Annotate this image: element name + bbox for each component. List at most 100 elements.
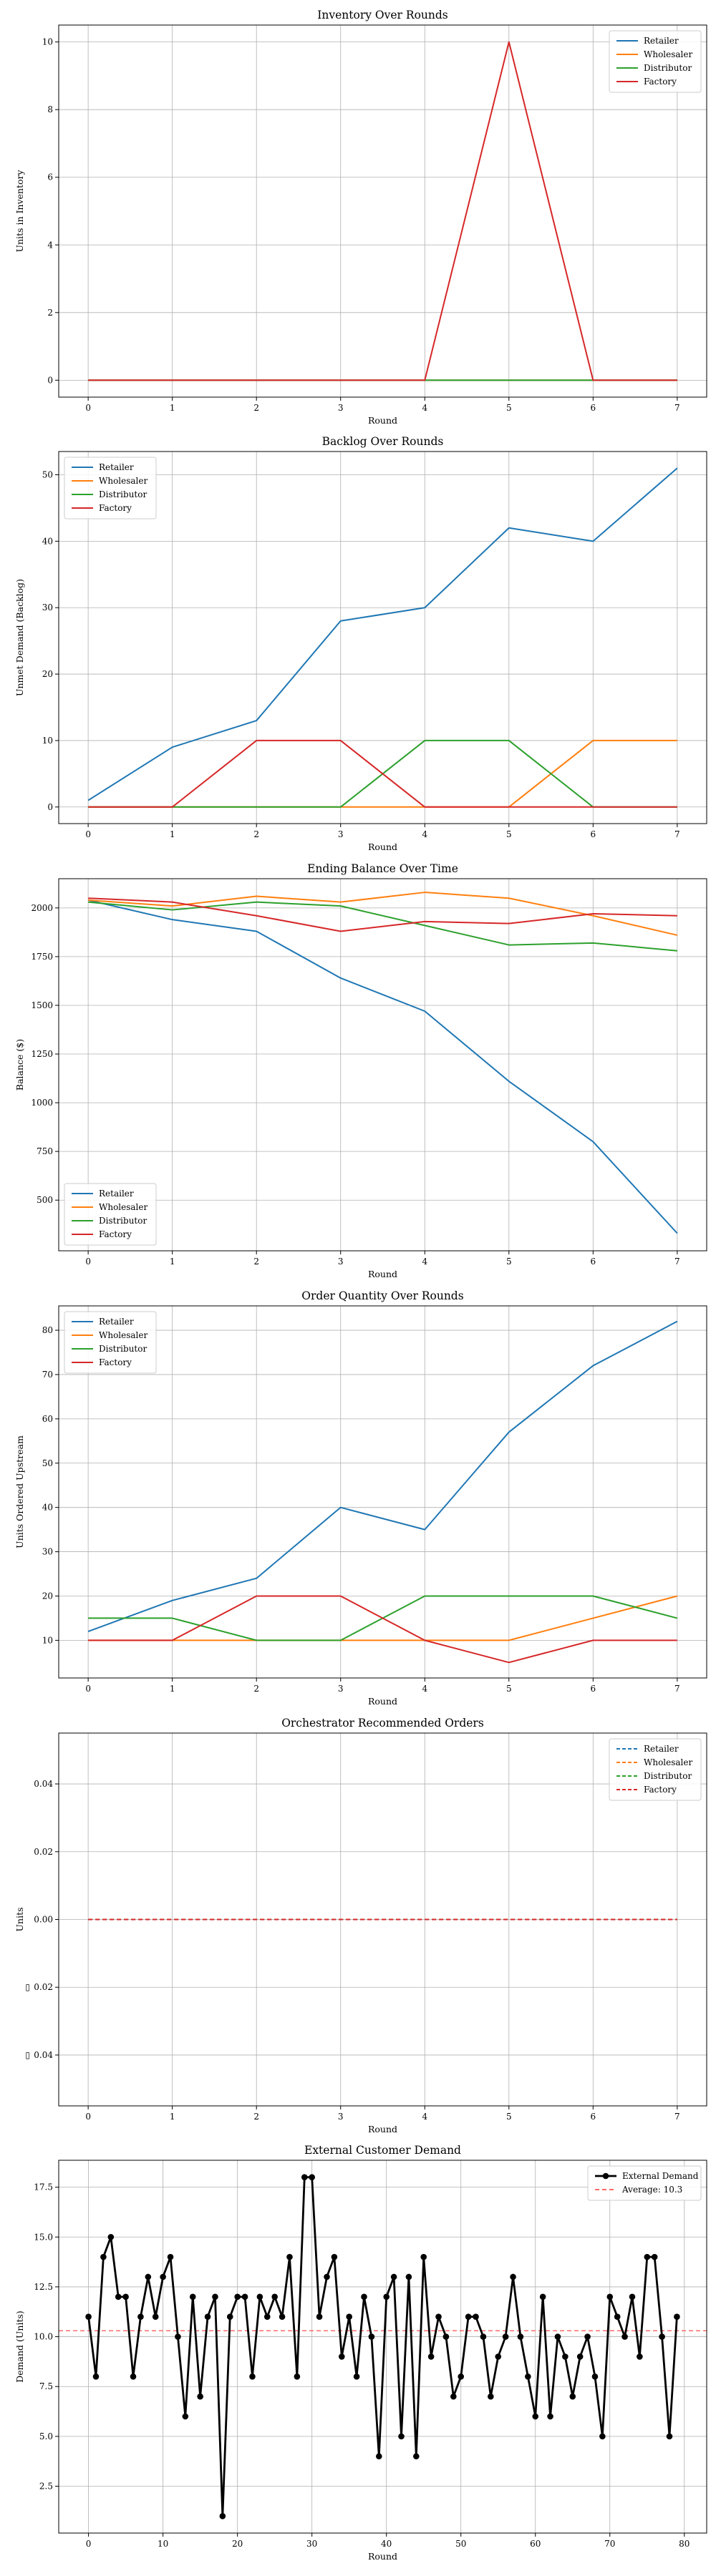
chart-4: 0 1 2 3 4 5 6 7 0.04 ▯ 0.02 ▯ 0.00 0.02 0.04 Orchestrat… [14,1717,707,2135]
data-point [122,2293,129,2301]
y-tick-label: 2000 [31,903,53,913]
data-point [182,2413,189,2420]
axes-frame [58,1305,707,1679]
series-line-retailer [87,467,678,801]
data-point [637,2353,643,2360]
x-tick-label: 2 [253,1257,259,1267]
data-point [353,2373,360,2380]
data-point [651,2253,658,2260]
x-tick-label: 3 [338,1684,344,1694]
y-tick-label: 0 [47,375,53,385]
legend-label: Wholesaler [99,1202,147,1212]
data-point [152,2313,159,2321]
data-point [189,2293,196,2301]
legend-box [64,1311,157,1374]
legend: External Demand Average: 10.3 [587,2165,702,2201]
data-point [674,2313,680,2321]
data-point [85,2313,92,2321]
x-tick-label: 3 [338,403,344,413]
chart-3: 0 1 2 3 4 5 6 7 10 20 30 40 50 60 70 80 Order Quantity O… [14,1289,707,1707]
data-point [450,2393,457,2400]
axes-frame [58,451,707,824]
y-tick-label: 2.5 [39,2482,53,2492]
y-tick-label: 50 [42,470,53,480]
data-point [435,2313,442,2321]
y-axis-label: Balance ($) [14,1039,25,1091]
legend-label: Retailer [99,1189,134,1199]
legend-label: Wholesaler [644,1757,692,1767]
x-tick-label: 5 [506,829,512,839]
data-point [331,2253,338,2260]
y-tick-label: 17.5 [34,2182,53,2192]
data-point [480,2333,487,2340]
y-tick-label: 1000 [31,1098,53,1108]
data-point [271,2293,278,2301]
data-point [204,2313,211,2321]
data-point [316,2313,323,2321]
y-tick-label: 0 [47,802,53,812]
series-line-external-demand [87,2176,678,2517]
legend-label: Factory [644,1785,677,1795]
legend-label: Distributor [99,489,147,499]
chart-title: External Customer Demand [304,2144,461,2157]
x-tick-label: 7 [674,2112,680,2122]
data-point [361,2293,367,2301]
y-tick-label: 4 [47,240,53,250]
data-point [249,2373,256,2380]
x-tick-label: 10 [158,2539,168,2549]
data-point [234,2293,241,2301]
data-point [591,2373,599,2380]
y-tick-label: 10 [42,1635,53,1645]
legend: Retailer Wholesaler Distributor Factory [64,1183,157,1246]
x-tick-label: 7 [674,1684,680,1694]
data-point [286,2253,293,2260]
legend-label: Distributor [644,1771,692,1781]
x-tick-label: 1 [170,829,175,839]
legend-label: Wholesaler [99,476,147,486]
data-point [659,2333,665,2340]
legend-box [609,30,702,93]
y-tick-label: 1250 [31,1049,53,1059]
legend-box [587,2165,702,2201]
x-axis-label: Round [368,415,397,426]
data-point [442,2333,450,2340]
series-line-retailer [87,899,678,1234]
axes-frame [58,878,707,1252]
data-point [219,2513,226,2519]
data-point [606,2293,614,2301]
x-tick-label: 2 [253,829,259,839]
x-tick-label: 7 [674,403,680,413]
x-tick-label: 5 [506,1684,512,1694]
x-tick-label: 6 [591,829,596,839]
x-tick-label: 6 [591,403,596,413]
x-tick-label: 2 [253,1684,259,1694]
y-tick-label: 12.5 [34,2282,53,2292]
y-tick-label: 8 [47,104,53,114]
data-point [576,2353,584,2360]
data-point [137,2313,144,2321]
y-tick-label: 5.0 [39,2431,53,2441]
data-point [473,2313,479,2321]
x-tick-label: 0 [86,2539,92,2549]
y-tick-label: 60 [42,1414,53,1424]
data-point [368,2333,375,2340]
x-tick-label: 1 [170,2112,175,2122]
x-tick-label: 0 [85,1257,91,1267]
x-tick-label: 6 [591,1684,596,1694]
chart-1: 0 1 2 3 4 5 6 7 0 10 20 30 40 50 Backlog Over Rounds Ro… [14,435,707,852]
x-tick-label: 1 [170,1257,175,1267]
series-line-distributor [88,901,677,952]
legend: Retailer Wholesaler Distributor Factory [64,1311,157,1374]
axes-frame [58,24,707,398]
x-tick-label: 0 [85,829,91,839]
legend-label: Wholesaler [644,49,692,59]
x-tick-label: 0 [85,403,91,413]
x-tick-label: 0 [85,2112,91,2122]
chart-5: 0 10 20 30 40 50 60 70 80 2.5 5.0 7.5 10.0 12.5 15.0 17… [14,2144,707,2562]
data-point [413,2453,420,2460]
x-tick-label: 1 [170,403,175,413]
data-point [666,2433,673,2440]
x-tick-label: 50 [455,2539,466,2549]
legend: Retailer Wholesaler Distributor Factory [609,1738,702,1801]
